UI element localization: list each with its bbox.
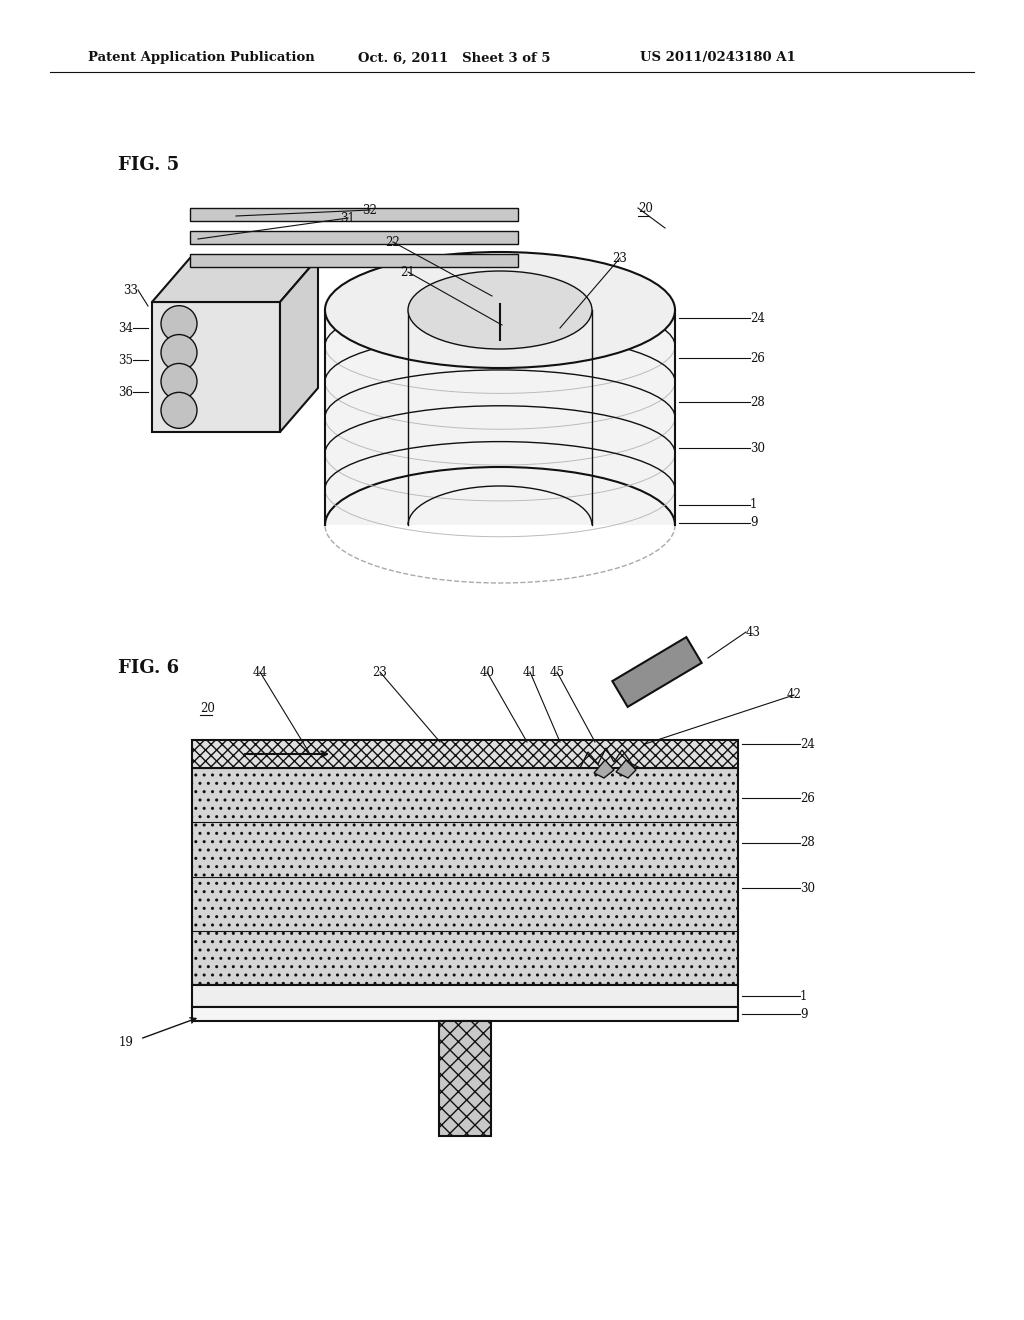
Text: 26: 26 bbox=[750, 351, 765, 364]
Text: 34: 34 bbox=[118, 322, 133, 334]
Ellipse shape bbox=[325, 252, 675, 368]
Text: 22: 22 bbox=[386, 235, 400, 248]
Text: 45: 45 bbox=[550, 665, 564, 678]
Polygon shape bbox=[612, 638, 701, 708]
Text: 30: 30 bbox=[800, 882, 815, 895]
Ellipse shape bbox=[161, 392, 197, 428]
Text: 32: 32 bbox=[362, 203, 378, 216]
Text: 41: 41 bbox=[522, 665, 538, 678]
Polygon shape bbox=[193, 1007, 738, 1020]
Polygon shape bbox=[152, 257, 318, 302]
Ellipse shape bbox=[161, 306, 197, 342]
Polygon shape bbox=[193, 768, 738, 985]
Ellipse shape bbox=[161, 334, 197, 371]
Text: 28: 28 bbox=[800, 837, 815, 850]
Text: 9: 9 bbox=[750, 516, 758, 529]
Text: Oct. 6, 2011   Sheet 3 of 5: Oct. 6, 2011 Sheet 3 of 5 bbox=[358, 51, 551, 65]
Text: 33: 33 bbox=[123, 284, 138, 297]
Text: 44: 44 bbox=[253, 665, 267, 678]
Polygon shape bbox=[594, 760, 614, 777]
Polygon shape bbox=[280, 257, 318, 432]
Text: 42: 42 bbox=[786, 689, 802, 701]
Text: 24: 24 bbox=[750, 312, 765, 325]
Text: 9: 9 bbox=[800, 1007, 808, 1020]
Text: US 2011/0243180 A1: US 2011/0243180 A1 bbox=[640, 51, 796, 65]
Text: 28: 28 bbox=[750, 396, 765, 408]
Text: 19: 19 bbox=[119, 1036, 134, 1049]
Polygon shape bbox=[616, 760, 636, 777]
Text: 21: 21 bbox=[400, 265, 416, 279]
Ellipse shape bbox=[408, 271, 592, 348]
Polygon shape bbox=[190, 209, 518, 220]
Text: FIG. 5: FIG. 5 bbox=[118, 156, 179, 174]
Text: 1: 1 bbox=[750, 499, 758, 511]
Text: 1: 1 bbox=[800, 990, 807, 1002]
Text: 43: 43 bbox=[746, 626, 761, 639]
Text: 36: 36 bbox=[118, 385, 133, 399]
Text: 40: 40 bbox=[479, 665, 495, 678]
Polygon shape bbox=[325, 310, 675, 525]
Text: FIG. 6: FIG. 6 bbox=[118, 659, 179, 677]
Text: 30: 30 bbox=[750, 441, 765, 454]
Text: 31: 31 bbox=[341, 211, 355, 224]
Text: 35: 35 bbox=[118, 354, 133, 367]
Polygon shape bbox=[193, 985, 738, 1007]
Text: 26: 26 bbox=[800, 792, 815, 804]
Polygon shape bbox=[439, 1020, 490, 1137]
Ellipse shape bbox=[161, 363, 197, 400]
Text: 23: 23 bbox=[612, 252, 628, 264]
Text: 20: 20 bbox=[200, 701, 215, 714]
Polygon shape bbox=[193, 741, 738, 768]
Text: 24: 24 bbox=[800, 738, 815, 751]
Polygon shape bbox=[152, 302, 280, 432]
Text: Patent Application Publication: Patent Application Publication bbox=[88, 51, 314, 65]
Polygon shape bbox=[190, 231, 518, 244]
Text: 20: 20 bbox=[638, 202, 653, 214]
Text: 23: 23 bbox=[373, 665, 387, 678]
Polygon shape bbox=[190, 253, 518, 267]
